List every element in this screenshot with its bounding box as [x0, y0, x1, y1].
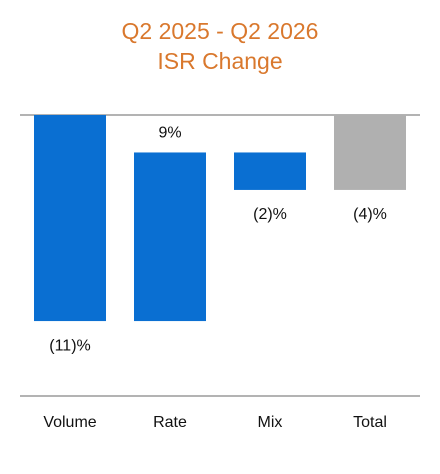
x-tick-label: Volume	[43, 414, 96, 431]
value-label: (4)%	[353, 206, 387, 223]
bar	[234, 152, 306, 190]
x-tick-label: Total	[353, 414, 387, 431]
x-tick-label: Mix	[258, 414, 283, 431]
bar	[134, 152, 206, 322]
chart-title: Q2 2025 - Q2 2026	[122, 18, 319, 44]
x-tick-label: Rate	[153, 414, 187, 431]
value-label: 9%	[158, 125, 181, 142]
bar	[334, 115, 406, 190]
bar	[34, 115, 106, 322]
value-label: (2)%	[253, 206, 287, 223]
chart-title: ISR Change	[157, 48, 282, 74]
value-label: (11)%	[49, 337, 91, 354]
